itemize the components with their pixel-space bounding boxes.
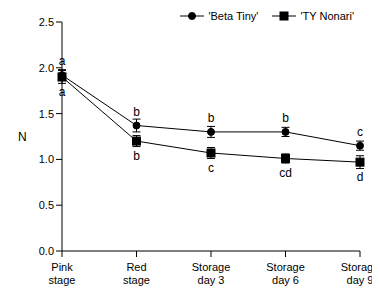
svg-text:Redstage: Redstage: [123, 261, 150, 286]
svg-text:b: b: [208, 111, 215, 125]
svg-text:b: b: [282, 111, 289, 125]
svg-text:0.5: 0.5: [39, 199, 54, 211]
svg-text:2.5: 2.5: [39, 16, 54, 28]
svg-text:c: c: [208, 161, 214, 175]
svg-text:Storageday 3: Storageday 3: [192, 261, 231, 286]
svg-text:N: N: [18, 130, 27, 144]
svg-text:Pinkstage: Pinkstage: [49, 261, 76, 286]
svg-text:2.0: 2.0: [39, 62, 54, 74]
html-text:'Beta Tiny': 'Beta Tiny': [208, 10, 259, 22]
svg-text:a: a: [59, 85, 66, 99]
svg-text:d: d: [357, 170, 364, 184]
svg-text:1.5: 1.5: [39, 108, 54, 120]
svg-text:1.0: 1.0: [39, 153, 54, 165]
svg-text:Storageday 6: Storageday 6: [266, 261, 305, 286]
svg-text:c: c: [357, 125, 363, 139]
svg-text:b: b: [133, 105, 140, 119]
svg-text:cd: cd: [279, 166, 292, 180]
html-text:'TY Nonari': 'TY Nonari': [300, 10, 354, 22]
svg-text:b: b: [133, 149, 140, 163]
svg-text:0.0: 0.0: [39, 245, 54, 257]
svg-text:Storageday 9: Storageday 9: [341, 261, 372, 286]
svg-text:a: a: [59, 54, 66, 68]
